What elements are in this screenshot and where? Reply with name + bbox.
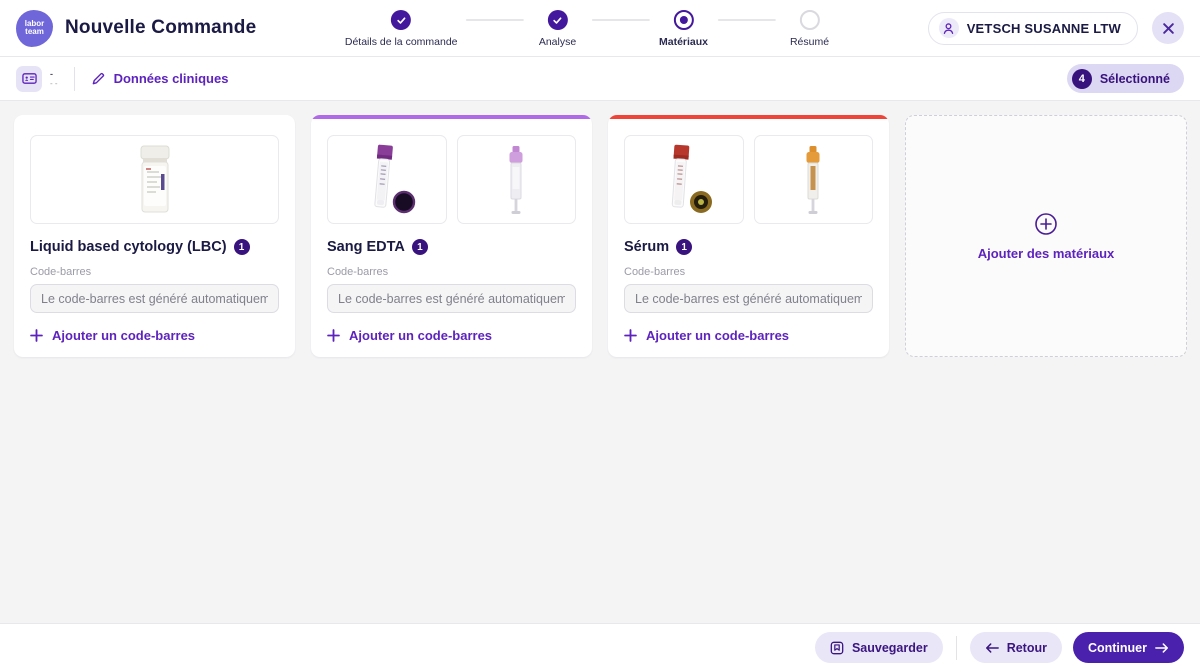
add-barcode-button[interactable]: Ajouter un code-barres (624, 328, 789, 343)
app-header: labor team Nouvelle Commande Détails de … (0, 0, 1200, 57)
current-step-dot (679, 16, 688, 24)
step-connector (717, 19, 776, 21)
step-connector (465, 19, 524, 21)
add-materials-card[interactable]: Ajouter des matériaux (905, 115, 1187, 357)
serum-monovette-image (753, 135, 873, 224)
material-card-edta: Sang EDTA 1 Code-barres Ajouter un code-… (311, 115, 592, 357)
material-count-badge: 1 (676, 239, 693, 255)
divider (73, 66, 75, 91)
user-button[interactable]: VETSCH SUSANNE LTW (927, 11, 1138, 45)
step-label: Analyse (538, 36, 577, 48)
step-connector (591, 19, 650, 21)
patient-chip: - - - (16, 65, 58, 92)
step-label: Détails de la commande (344, 36, 458, 48)
add-barcode-label: Ajouter un code-barres (52, 328, 196, 343)
edta-monovette-image (456, 135, 576, 224)
patient-primary-text: - (50, 69, 53, 79)
barcode-label: Code-barres (30, 266, 92, 278)
step-label: Résumé (789, 36, 830, 48)
step-analysis[interactable]: Analyse (532, 10, 584, 48)
arrow-left-icon (985, 642, 999, 653)
barcode-label: Code-barres (327, 266, 389, 278)
circle-plus-icon (1035, 212, 1057, 235)
barcode-input[interactable] (624, 284, 873, 313)
add-materials-label: Ajouter des matériaux (977, 245, 1115, 261)
edta-tube-image (327, 135, 447, 224)
check-icon (553, 16, 562, 24)
barcode-label: Code-barres (624, 266, 686, 278)
add-barcode-button[interactable]: Ajouter un code-barres (327, 328, 492, 343)
check-circle-icon (547, 10, 568, 30)
divider (955, 635, 957, 660)
current-step-icon (673, 10, 694, 30)
material-count-badge: 1 (411, 239, 428, 255)
clinical-data-button[interactable]: Données cliniques (91, 71, 229, 86)
material-card-lbc: Liquid based cytology (LBC) 1 Code-barre… (14, 115, 295, 357)
selected-count: 4 (1071, 68, 1092, 89)
serum-accent-bar (608, 115, 889, 119)
patient-secondary-text: - - (50, 79, 58, 88)
material-name: Sang EDTA (327, 239, 405, 255)
upcoming-step-icon (799, 10, 820, 30)
close-button[interactable] (1152, 12, 1184, 44)
back-label: Retour (1006, 640, 1047, 655)
selected-label: Sélectionné (1099, 71, 1170, 86)
user-name: VETSCH SUSANNE LTW (966, 20, 1121, 36)
logo-line1: labor (24, 18, 45, 28)
materials-grid: Liquid based cytology (LBC) 1 Code-barre… (0, 101, 1200, 623)
add-barcode-label: Ajouter un code-barres (646, 328, 790, 343)
page-title: Nouvelle Commande (65, 17, 257, 38)
material-name: Sérum (624, 239, 670, 255)
laborteam-logo: labor team (16, 9, 53, 47)
back-button[interactable]: Retour (969, 632, 1062, 663)
continue-button[interactable]: Continuer (1072, 632, 1184, 663)
order-stepper: Détails de la commande Analyse Matériaux… (345, 10, 836, 48)
selected-count-badge: 4 Sélectionné (1066, 64, 1184, 93)
plus-icon (30, 329, 43, 342)
person-icon (938, 18, 959, 38)
clinical-data-label: Données cliniques (113, 71, 229, 86)
step-order-details[interactable]: Détails de la commande (345, 10, 458, 48)
continue-label: Continuer (1087, 640, 1147, 655)
check-icon (397, 16, 406, 24)
check-circle-icon (391, 10, 412, 30)
footer-bar: Sauvegarder Retour Continuer (0, 623, 1200, 671)
save-icon (830, 641, 844, 654)
lbc-container-image (30, 135, 279, 224)
arrow-right-icon (1155, 642, 1168, 653)
step-materials[interactable]: Matériaux (658, 10, 710, 48)
close-icon (1162, 22, 1174, 34)
barcode-input[interactable] (30, 284, 279, 313)
save-label: Sauvegarder (851, 640, 928, 655)
add-barcode-label: Ajouter un code-barres (349, 328, 493, 343)
material-card-serum: Sérum 1 Code-barres Ajouter un code-barr… (608, 115, 889, 357)
add-barcode-button[interactable]: Ajouter un code-barres (30, 328, 195, 343)
edta-accent-bar (311, 115, 592, 119)
plus-icon (327, 329, 340, 342)
logo-line2: team (25, 27, 44, 36)
material-name: Liquid based cytology (LBC) (30, 239, 227, 255)
step-label: Matériaux (658, 36, 709, 48)
barcode-input[interactable] (327, 284, 576, 313)
material-count-badge: 1 (233, 239, 250, 255)
step-summary[interactable]: Résumé (784, 10, 836, 48)
plus-icon (624, 329, 637, 342)
save-button[interactable]: Sauvegarder (814, 632, 943, 663)
pencil-icon (92, 72, 104, 85)
order-subheader: - - - Données cliniques 4 Sélectionné (0, 57, 1200, 101)
serum-tube-image (624, 135, 744, 224)
patient-card-icon (16, 65, 42, 92)
